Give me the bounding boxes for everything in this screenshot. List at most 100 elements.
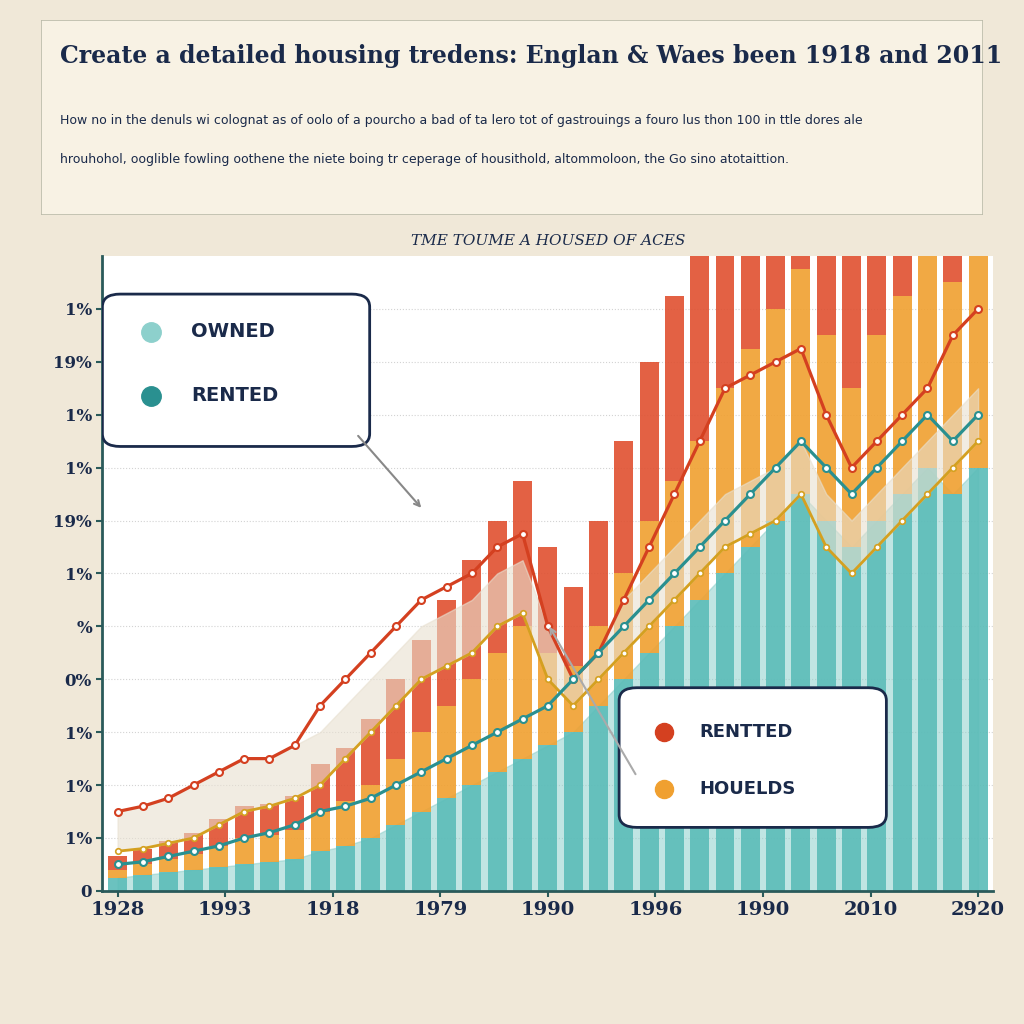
Text: OWNED: OWNED <box>191 323 275 341</box>
Bar <box>234 864 254 891</box>
Bar <box>918 256 937 468</box>
Bar <box>589 627 608 706</box>
Title: TME TOUME A HOUSED OF ACES: TME TOUME A HOUSED OF ACES <box>411 233 685 248</box>
FancyBboxPatch shape <box>102 294 370 446</box>
Bar <box>842 547 861 891</box>
Bar <box>386 759 406 824</box>
Bar <box>716 151 734 388</box>
Bar <box>792 269 810 494</box>
Bar <box>867 335 887 520</box>
Bar <box>563 732 583 891</box>
Bar <box>539 745 557 891</box>
Text: RENTTED: RENTTED <box>699 723 793 740</box>
Text: hrouhohol, ooglible fowling oothene the niete boing tr ceperage of housithold, a: hrouhohol, ooglible fowling oothene the … <box>59 153 788 166</box>
Bar <box>437 799 456 891</box>
Bar <box>867 111 887 336</box>
Bar <box>109 856 127 869</box>
Bar <box>817 335 836 520</box>
Bar <box>234 806 254 838</box>
Bar <box>792 0 810 269</box>
Bar <box>893 494 911 891</box>
Bar <box>766 44 785 309</box>
Bar <box>209 819 228 846</box>
Bar <box>513 759 532 891</box>
Bar <box>159 859 178 872</box>
Bar <box>740 547 760 891</box>
Bar <box>463 679 481 785</box>
Bar <box>943 494 963 891</box>
Bar <box>260 862 279 891</box>
Bar <box>412 640 431 732</box>
Bar <box>234 838 254 864</box>
Bar <box>386 824 406 891</box>
Bar <box>487 520 507 653</box>
Bar <box>184 869 203 891</box>
Bar <box>133 874 153 891</box>
Bar <box>665 481 684 627</box>
Bar <box>184 854 203 869</box>
Bar <box>614 441 633 573</box>
Bar <box>640 361 658 520</box>
Bar <box>563 666 583 732</box>
Bar <box>589 706 608 891</box>
Bar <box>260 804 279 836</box>
Bar <box>690 229 710 441</box>
Bar <box>209 867 228 891</box>
Bar <box>463 560 481 679</box>
Bar <box>487 772 507 891</box>
Bar <box>918 5 937 256</box>
Bar <box>336 748 355 801</box>
Bar <box>614 679 633 891</box>
Bar <box>310 811 330 851</box>
Bar <box>690 600 710 891</box>
Bar <box>310 851 330 891</box>
Bar <box>310 764 330 811</box>
Bar <box>361 838 380 891</box>
Bar <box>614 573 633 679</box>
Text: HOUELDS: HOUELDS <box>699 779 796 798</box>
Bar <box>361 785 380 838</box>
Bar <box>109 878 127 891</box>
Bar <box>539 653 557 745</box>
Bar <box>133 864 153 874</box>
Bar <box>463 785 481 891</box>
Bar <box>740 348 760 547</box>
Bar <box>286 859 304 891</box>
Bar <box>817 97 836 336</box>
Bar <box>133 849 153 864</box>
Bar <box>513 627 532 759</box>
Bar <box>842 388 861 547</box>
Bar <box>969 0 987 229</box>
Bar <box>867 520 887 891</box>
Text: RENTED: RENTED <box>191 386 279 404</box>
Bar <box>336 801 355 846</box>
Bar <box>437 706 456 799</box>
Bar <box>766 520 785 891</box>
Bar <box>640 520 658 653</box>
Bar <box>487 653 507 772</box>
Bar <box>817 520 836 891</box>
Bar <box>969 229 987 468</box>
Bar <box>412 732 431 811</box>
Bar <box>260 836 279 862</box>
Bar <box>893 296 911 494</box>
Bar <box>539 547 557 653</box>
Bar <box>513 481 532 627</box>
Bar <box>665 627 684 891</box>
Text: How no in the denuls wi colognat as of oolo of a pourcho a bad of ta lero tot of: How no in the denuls wi colognat as of o… <box>59 114 862 127</box>
FancyBboxPatch shape <box>620 688 887 827</box>
Bar <box>690 441 710 600</box>
Bar <box>740 97 760 348</box>
Bar <box>943 0 963 283</box>
Bar <box>716 573 734 891</box>
Bar <box>716 388 734 573</box>
Bar <box>589 520 608 627</box>
Bar <box>209 846 228 867</box>
Bar <box>969 468 987 891</box>
Text: Create a detailed housing tredens: Englan & Waes been 1918 and 2011: Create a detailed housing tredens: Engla… <box>59 44 1002 68</box>
Bar <box>286 830 304 859</box>
Bar <box>792 494 810 891</box>
Bar <box>336 846 355 891</box>
Bar <box>361 719 380 785</box>
Bar <box>386 679 406 759</box>
